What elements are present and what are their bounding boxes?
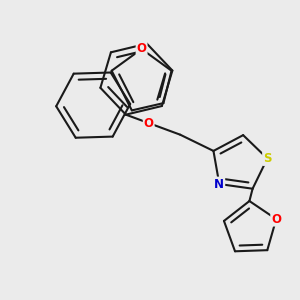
Text: O: O xyxy=(271,213,281,226)
Text: O: O xyxy=(136,43,147,56)
Text: N: N xyxy=(214,178,224,190)
Text: O: O xyxy=(144,117,154,130)
Text: S: S xyxy=(263,152,272,165)
